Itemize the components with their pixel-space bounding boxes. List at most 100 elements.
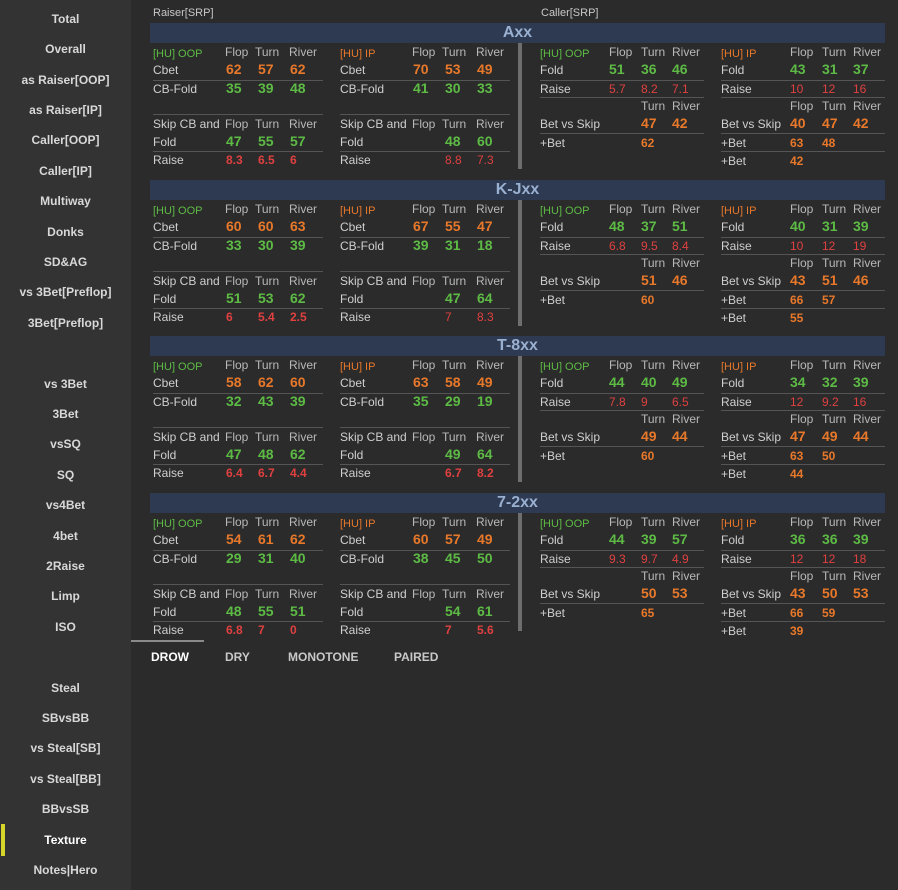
sidebar-item-donks[interactable]: Donks (47, 225, 84, 239)
cbet-value: 54 (226, 530, 242, 547)
caller-fold-value: 44 (609, 530, 625, 547)
sidebar-item-3bet[interactable]: 3Bet (52, 407, 79, 421)
cb-fold-label: CB-Fold (153, 395, 198, 409)
river-header: River (853, 358, 882, 372)
bet-vs-skip-label: Bet vs Skip (540, 586, 601, 601)
caller-raise-value: 19 (853, 238, 867, 253)
skip-fold-value: 54 (445, 602, 461, 619)
turn-header: Turn (641, 201, 666, 216)
row-divider (540, 549, 704, 551)
bet-vs-skip-value: 49 (822, 428, 838, 444)
cbet-value: 60 (413, 530, 429, 547)
sidebar-item-multiway[interactable]: Multiway (40, 194, 91, 208)
sidebar-item-caller-ip[interactable]: Caller[IP] (39, 164, 92, 178)
tab-drow[interactable]: DROW (151, 650, 189, 664)
row-divider (540, 253, 704, 255)
river-header: River (476, 117, 505, 131)
sidebar-item-as-raiser-ip[interactable]: as Raiser[IP] (29, 103, 102, 117)
plus-bet-label: +Bet (721, 136, 747, 150)
cbet-label: Cbet (340, 532, 366, 547)
caller-fold-value: 43 (790, 61, 806, 77)
caller-header: Caller[SRP] (541, 7, 599, 19)
sidebar-item-sd-ag[interactable]: SD&AG (43, 255, 88, 269)
sidebar-item-vs-3bet-preflop[interactable]: vs 3Bet[Preflop] (19, 285, 112, 299)
sidebar-item-vs-steal-sb[interactable]: vs Steal[SB] (30, 741, 101, 755)
cb-fold-value: 35 (413, 393, 429, 409)
caller-fold-value: 34 (790, 374, 806, 390)
sidebar-item-3bet-preflop[interactable]: 3Bet[Preflop] (27, 316, 104, 330)
sidebar-item-total[interactable]: Total (51, 12, 80, 26)
raiser-hu-ip-tag: [HU] IP (340, 361, 376, 373)
cb-fold-label: CB-Fold (340, 395, 385, 409)
sidebar-item-sq[interactable]: SQ (56, 468, 75, 482)
row-divider (153, 583, 323, 585)
river-header: River (672, 45, 701, 59)
river-header: River (853, 45, 882, 59)
sidebar-item-vs-steal-bb[interactable]: vs Steal[BB] (30, 772, 101, 786)
cb-fold-value: 32 (226, 393, 242, 409)
sidebar-item-limp[interactable]: Limp (51, 589, 80, 603)
plus-bet-value: 60 (641, 292, 655, 307)
cbet-label: Cbet (340, 63, 366, 77)
sidebar-item-notes-hero[interactable]: Notes|Hero (33, 863, 98, 877)
cbet-label: Cbet (153, 63, 179, 77)
flop-header: Flop (609, 358, 633, 372)
plus-bet-value: 44 (790, 467, 804, 481)
sidebar-item-vs4bet[interactable]: vs4Bet (45, 498, 86, 512)
row-divider (721, 620, 885, 622)
sidebar-item-bbvssb[interactable]: BBvsSB (41, 802, 90, 816)
skip-fold-value: 47 (226, 446, 242, 462)
sidebar-item-caller-oop[interactable]: Caller[OOP] (31, 133, 100, 147)
turn-header: Turn (255, 430, 280, 444)
river-header: River (289, 514, 318, 529)
column-separator (518, 43, 522, 169)
turn-header: Turn (822, 568, 847, 583)
bet-vs-skip-label: Bet vs Skip (540, 273, 601, 288)
caller-fold-value: 40 (790, 217, 806, 234)
sidebar-item-steal[interactable]: Steal (51, 681, 80, 695)
sidebar-item-iso[interactable]: ISO (55, 620, 76, 634)
sidebar-item-as-raiser-oop[interactable]: as Raiser[OOP] (21, 73, 110, 87)
tab-monotone[interactable]: MONOTONE (288, 650, 359, 664)
caller-raise-value: 9.7 (641, 551, 658, 566)
sidebar-item-vs-3bet[interactable]: vs 3Bet (44, 377, 87, 391)
flop-header: Flop (412, 514, 436, 529)
flop-header: Flop (412, 45, 436, 59)
row-divider (340, 583, 510, 585)
plus-bet-value: 62 (641, 136, 655, 150)
plus-bet-label: +Bet (721, 605, 747, 620)
sidebar-item-2raise[interactable]: 2Raise (46, 559, 85, 573)
caller-fold-value: 48 (609, 217, 625, 234)
sidebar-item-texture[interactable]: Texture (44, 833, 87, 847)
caller-raise-label: Raise (540, 551, 571, 566)
river-header: River (672, 514, 701, 529)
turn-header: Turn (641, 255, 666, 270)
caller-fold-label: Fold (540, 63, 564, 77)
turn-header: Turn (641, 568, 666, 583)
cbet-value: 62 (258, 374, 274, 390)
tab-dry[interactable]: DRY (225, 650, 250, 664)
cb-fold-value: 18 (477, 236, 493, 253)
skip-raise-value: 8.3 (477, 309, 494, 324)
cb-fold-value: 33 (226, 236, 242, 253)
flop-header: Flop (790, 568, 814, 583)
tab-paired[interactable]: PAIRED (394, 650, 439, 664)
skip-raise-label: Raise (153, 466, 184, 480)
turn-header: Turn (641, 514, 666, 529)
plus-bet-label: +Bet (540, 136, 566, 150)
cbet-value: 63 (290, 217, 306, 234)
sidebar-item-overall[interactable]: Overall (45, 42, 86, 56)
sidebar-item-vssq[interactable]: vsSQ (50, 437, 81, 451)
turn-header: Turn (641, 412, 666, 426)
river-header: River (289, 586, 318, 601)
skip-raise-value: 4.4 (290, 466, 307, 480)
skip-raise-value: 7 (445, 622, 452, 637)
sidebar-item-4bet[interactable]: 4bet (53, 529, 78, 543)
river-header: River (672, 568, 701, 583)
bet-vs-skip-value: 53 (672, 584, 688, 601)
sidebar-item-sbvsbb[interactable]: SBvsBB (41, 711, 90, 725)
skip-raise-label: Raise (340, 466, 371, 480)
row-divider (721, 549, 885, 551)
active-item-marker (1, 824, 5, 856)
turn-header: Turn (255, 117, 280, 131)
